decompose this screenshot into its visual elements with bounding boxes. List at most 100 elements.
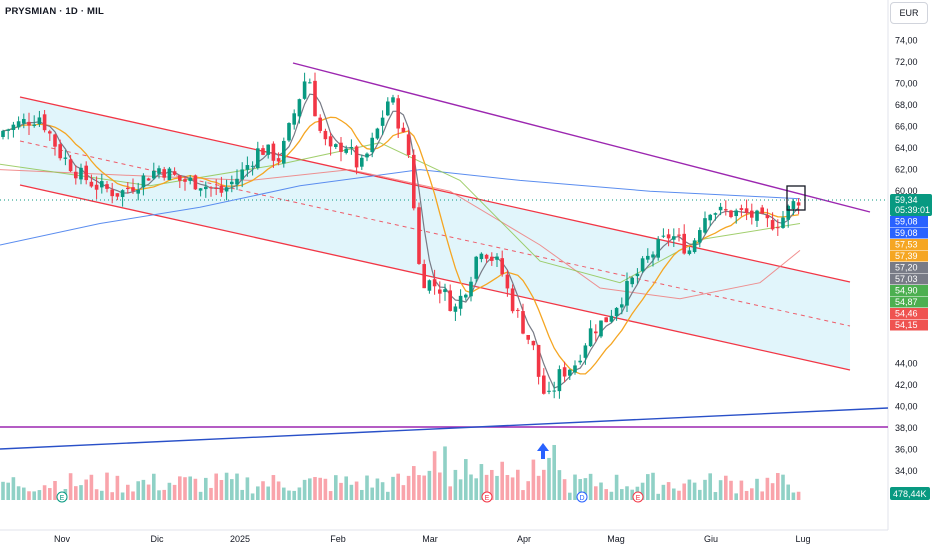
- price-tag: [890, 273, 928, 285]
- volume-bar: [152, 473, 156, 500]
- volume-bar: [588, 473, 593, 500]
- candle-body: [718, 206, 723, 211]
- price-tag-label: 57,20: [895, 263, 918, 273]
- candle-body: [271, 143, 276, 161]
- candle-body: [427, 280, 432, 291]
- price-tick-label: 60,00: [895, 186, 918, 196]
- candle-body: [365, 153, 369, 158]
- volume-bar: [318, 477, 322, 500]
- volume-bar: [776, 473, 780, 500]
- candle-body: [458, 295, 463, 309]
- candle-body: [755, 210, 759, 221]
- price-tag-label: 54,90: [895, 286, 918, 296]
- price-tick-label: 64,00: [895, 143, 918, 153]
- volume-bar: [74, 486, 78, 500]
- volume-bar: [448, 486, 452, 500]
- volume-bar: [261, 481, 265, 500]
- highlight-box: [786, 185, 806, 211]
- volume-bar: [256, 486, 260, 500]
- candle-body: [661, 235, 666, 237]
- volume-bar: [458, 479, 463, 500]
- volume-bar: [375, 478, 380, 500]
- volume-bar: [365, 475, 369, 500]
- volume-bar: [578, 479, 582, 500]
- candle-body: [313, 80, 317, 117]
- volume-bar: [136, 481, 140, 500]
- volume-bar: [547, 457, 551, 500]
- volume-bar: [750, 488, 754, 500]
- volume-bar: [562, 479, 567, 500]
- candle-body: [474, 256, 478, 279]
- candle-body: [354, 146, 359, 168]
- volume-bar: [250, 493, 255, 500]
- rising-trend-line: [0, 407, 889, 450]
- volume-bar: [282, 487, 286, 500]
- candle-body: [126, 187, 130, 190]
- price-tag: [890, 285, 928, 296]
- price-tick-label: 68,00: [895, 100, 918, 110]
- candle-body: [302, 81, 307, 99]
- candle-body: [74, 171, 78, 179]
- candle-body: [250, 165, 255, 167]
- candle-body: [172, 171, 177, 175]
- candle-body: [739, 208, 744, 210]
- candle-body: [183, 179, 187, 182]
- channel-upper-line: [19, 96, 851, 283]
- candle-body: [68, 159, 73, 172]
- event-marker-letter: E: [636, 495, 641, 502]
- volume-bar: [209, 487, 213, 500]
- volume-bar: [604, 489, 608, 500]
- event-marker-letter: D: [579, 495, 584, 502]
- candle-body: [282, 140, 286, 164]
- price-tag-label: 57,03: [895, 274, 918, 284]
- volume-bar: [188, 476, 192, 500]
- volume-bar: [68, 473, 73, 500]
- time-tick-label: Feb: [330, 534, 346, 544]
- volume-bar: [412, 466, 416, 500]
- volume-bar: [796, 491, 801, 500]
- candle-body: [178, 175, 182, 181]
- currency-button[interactable]: EUR: [890, 2, 928, 24]
- volume-bar: [183, 477, 187, 500]
- volume-bar: [781, 474, 785, 500]
- volume-bar: [770, 483, 775, 500]
- volume-bar: [276, 481, 281, 500]
- candle-body: [765, 215, 770, 219]
- volume-bar: [687, 479, 692, 500]
- candle-body: [209, 187, 213, 189]
- volume-bar: [490, 469, 494, 500]
- volume-bar: [292, 490, 296, 500]
- volume-bar: [495, 475, 499, 500]
- price-tick-label: 70,00: [895, 79, 918, 89]
- candle-body: [490, 256, 494, 261]
- volume-bar: [500, 461, 504, 500]
- candle-body: [604, 317, 608, 323]
- candle-body: [791, 201, 796, 210]
- volume-bar: [640, 482, 645, 500]
- volume-bar: [656, 493, 660, 500]
- volume-bar: [131, 491, 135, 500]
- candle-body: [594, 331, 598, 334]
- candle-body: [323, 130, 328, 140]
- volume-bar: [214, 473, 218, 500]
- volume-bar: [115, 475, 120, 500]
- price-tag-label: 57,53: [895, 240, 918, 250]
- candle-body: [484, 254, 489, 259]
- candle-body: [640, 258, 645, 272]
- volume-bar: [599, 482, 603, 500]
- candle-body: [328, 136, 333, 147]
- candle-body: [443, 289, 447, 293]
- candle-body: [412, 154, 416, 209]
- candle-body: [339, 142, 343, 152]
- candle-body: [58, 144, 62, 159]
- candle-body: [583, 345, 588, 358]
- candle-body: [651, 254, 655, 258]
- candle-body: [214, 188, 218, 190]
- volume-bar: [313, 477, 317, 500]
- candle-body: [599, 320, 603, 337]
- candle-body: [656, 239, 660, 258]
- volume-bar: [484, 474, 489, 500]
- price-tick-label: 42,00: [895, 380, 918, 390]
